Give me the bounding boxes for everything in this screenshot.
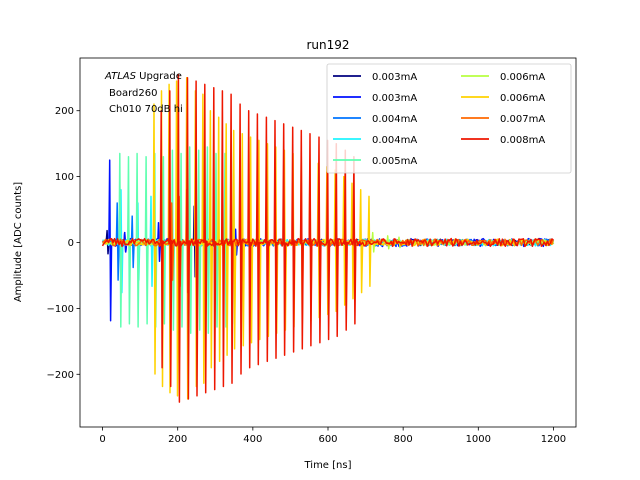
plot-frame	[79, 57, 577, 428]
legend-label: 0.003mA	[372, 93, 417, 104]
series-line-8	[101, 73, 555, 403]
y-tick-label: 100	[55, 172, 74, 183]
atlas-label: ATLAS Upgrade	[104, 71, 182, 82]
board-label: Board260	[109, 88, 157, 99]
atlas-label-upgrade: Upgrade	[136, 71, 182, 82]
x-tick-label: 200	[168, 434, 187, 445]
x-tick-label: 600	[318, 434, 337, 445]
y-tick-label: 0	[68, 238, 74, 249]
y-tick-label: −200	[47, 370, 74, 381]
x-tick-label: 400	[243, 434, 262, 445]
x-tick-label: 1000	[466, 434, 491, 445]
legend-label: 0.005mA	[372, 156, 417, 167]
y-tick-label: −100	[47, 304, 74, 315]
x-tick-label: 800	[394, 434, 413, 445]
y-tick-label: 200	[55, 106, 74, 117]
x-axis-label: Time [ns]	[303, 460, 351, 471]
axis-ticks: 0 200 400 600 800 1000 1200 −200 −100 0 100 200	[47, 106, 567, 445]
x-tick-label: 1200	[541, 434, 566, 445]
legend-label: 0.004mA	[372, 114, 417, 125]
chart-title: run192	[306, 38, 349, 52]
atlas-label-italic: ATLAS	[104, 71, 137, 82]
legend-label: 0.003mA	[372, 72, 417, 83]
legend-label: 0.008mA	[500, 135, 545, 146]
plot-area	[101, 73, 555, 403]
channel-label: Ch010 70dB hi	[109, 104, 183, 115]
legend-label: 0.004mA	[372, 135, 417, 146]
legend-label: 0.007mA	[500, 114, 545, 125]
y-axis-label: Amplitude [ADC counts]	[13, 182, 24, 302]
legend-label: 0.006mA	[500, 93, 545, 104]
legend-box	[326, 63, 572, 174]
legend-label: 0.006mA	[500, 72, 545, 83]
x-tick-label: 0	[99, 434, 105, 445]
legend: 0.003mA 0.003mA 0.004mA 0.004mA 0.005mA 0.006…	[326, 63, 572, 174]
